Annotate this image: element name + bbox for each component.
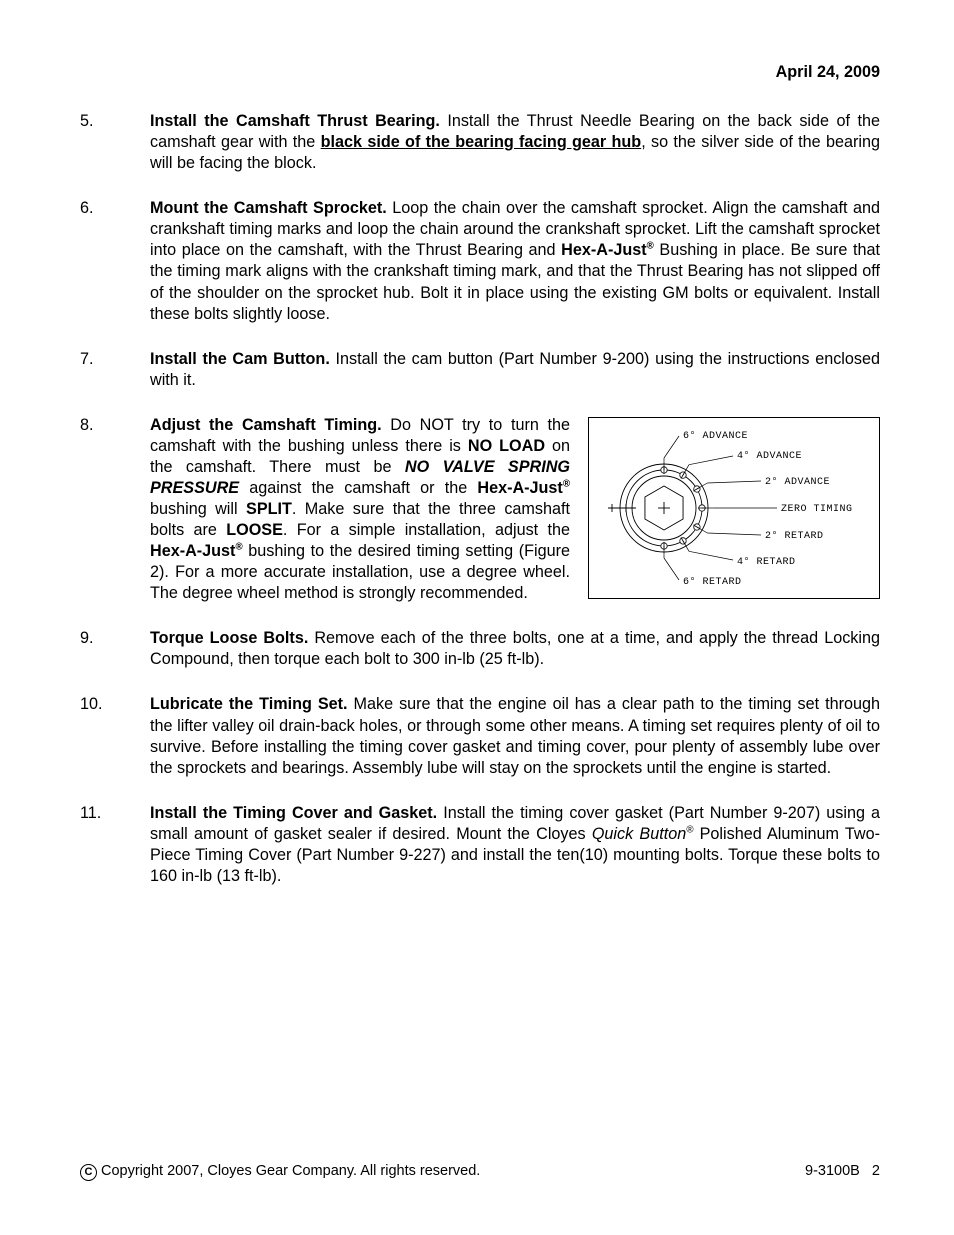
copyright: CCopyright 2007, Cloyes Gear Company. Al… bbox=[80, 1162, 480, 1181]
doc-id: 9-3100B 2 bbox=[805, 1162, 880, 1181]
step-body: Install the Cam Button. Install the cam … bbox=[150, 349, 880, 391]
step-body: Lubricate the Timing Set. Make sure that… bbox=[150, 694, 880, 778]
figure-2-timing-diagram: 6° ADVANCE 4° ADVANCE 2° ADVANCE ZERO TI… bbox=[588, 417, 880, 599]
step-number: 11. bbox=[80, 803, 150, 887]
label-4-retard: 4° RETARD bbox=[737, 556, 796, 569]
step-title: Mount the Camshaft Sprocket. bbox=[150, 199, 387, 217]
step-title: Torque Loose Bolts. bbox=[150, 629, 308, 647]
label-6-advance: 6° ADVANCE bbox=[683, 430, 748, 443]
step-number: 10. bbox=[80, 694, 150, 778]
registered-icon: ® bbox=[235, 542, 242, 553]
step-body: Torque Loose Bolts. Remove each of the t… bbox=[150, 628, 880, 670]
text: . For a simple installation, adjust the bbox=[283, 521, 570, 539]
step-title: Adjust the Camshaft Timing. bbox=[150, 416, 382, 434]
step-title: Install the Timing Cover and Gasket. bbox=[150, 804, 437, 822]
step-8-text: Adjust the Camshaft Timing. Do NOT try t… bbox=[150, 415, 570, 605]
document-date: April 24, 2009 bbox=[80, 62, 880, 83]
step-title: Lubricate the Timing Set. bbox=[150, 695, 348, 713]
page: April 24, 2009 5. Install the Camshaft T… bbox=[0, 0, 954, 1235]
step-number: 7. bbox=[80, 349, 150, 391]
label-2-retard: 2° RETARD bbox=[765, 530, 824, 543]
step-body: Install the Camshaft Thrust Bearing. Ins… bbox=[150, 111, 880, 174]
step-title: Install the Camshaft Thrust Bearing. bbox=[150, 112, 440, 130]
text: bushing will bbox=[150, 500, 246, 518]
product-name: Hex-A-Just® bbox=[477, 479, 570, 497]
step-10: 10. Lubricate the Timing Set. Make sure … bbox=[80, 694, 880, 778]
label-4-advance: 4° ADVANCE bbox=[737, 450, 802, 463]
document-number: 9-3100B bbox=[805, 1163, 860, 1179]
text: against the camshaft or the bbox=[239, 479, 477, 497]
label-zero-timing: ZERO TIMING bbox=[781, 503, 853, 516]
product-name: Hex-A-Just® bbox=[150, 542, 243, 560]
step-8: 8. Adjust the Camshaft Timing. Do NOT tr… bbox=[80, 415, 880, 605]
step-6: 6. Mount the Camshaft Sprocket. Loop the… bbox=[80, 198, 880, 324]
registered-icon: ® bbox=[563, 479, 570, 490]
step-5: 5. Install the Camshaft Thrust Bearing. … bbox=[80, 111, 880, 174]
product-name: Hex-A-Just® bbox=[561, 241, 654, 259]
page-footer: CCopyright 2007, Cloyes Gear Company. Al… bbox=[80, 1162, 880, 1181]
emphasis: SPLIT bbox=[246, 500, 292, 518]
step-9: 9. Torque Loose Bolts. Remove each of th… bbox=[80, 628, 880, 670]
step-title: Install the Cam Button. bbox=[150, 350, 330, 368]
emphasis: black side of the bearing facing gear hu… bbox=[321, 133, 642, 151]
label-6-retard: 6° RETARD bbox=[683, 576, 742, 589]
step-11: 11. Install the Timing Cover and Gasket.… bbox=[80, 803, 880, 887]
label-2-advance: 2° ADVANCE bbox=[765, 476, 830, 489]
step-number: 9. bbox=[80, 628, 150, 670]
step-number: 6. bbox=[80, 198, 150, 324]
step-number: 5. bbox=[80, 111, 150, 174]
emphasis: NO LOAD bbox=[468, 437, 545, 455]
step-body: Adjust the Camshaft Timing. Do NOT try t… bbox=[150, 415, 880, 605]
step-body: Mount the Camshaft Sprocket. Loop the ch… bbox=[150, 198, 880, 324]
product-name: Quick Button® bbox=[592, 825, 694, 843]
page-number: 2 bbox=[872, 1163, 880, 1179]
emphasis: LOOSE bbox=[226, 521, 283, 539]
step-number: 8. bbox=[80, 415, 150, 605]
copyright-text: Copyright 2007, Cloyes Gear Company. All… bbox=[101, 1163, 480, 1179]
step-body: Install the Timing Cover and Gasket. Ins… bbox=[150, 803, 880, 887]
copyright-icon: C bbox=[80, 1164, 97, 1181]
registered-icon: ® bbox=[647, 241, 654, 252]
instruction-list: 5. Install the Camshaft Thrust Bearing. … bbox=[80, 111, 880, 887]
step-7: 7. Install the Cam Button. Install the c… bbox=[80, 349, 880, 391]
